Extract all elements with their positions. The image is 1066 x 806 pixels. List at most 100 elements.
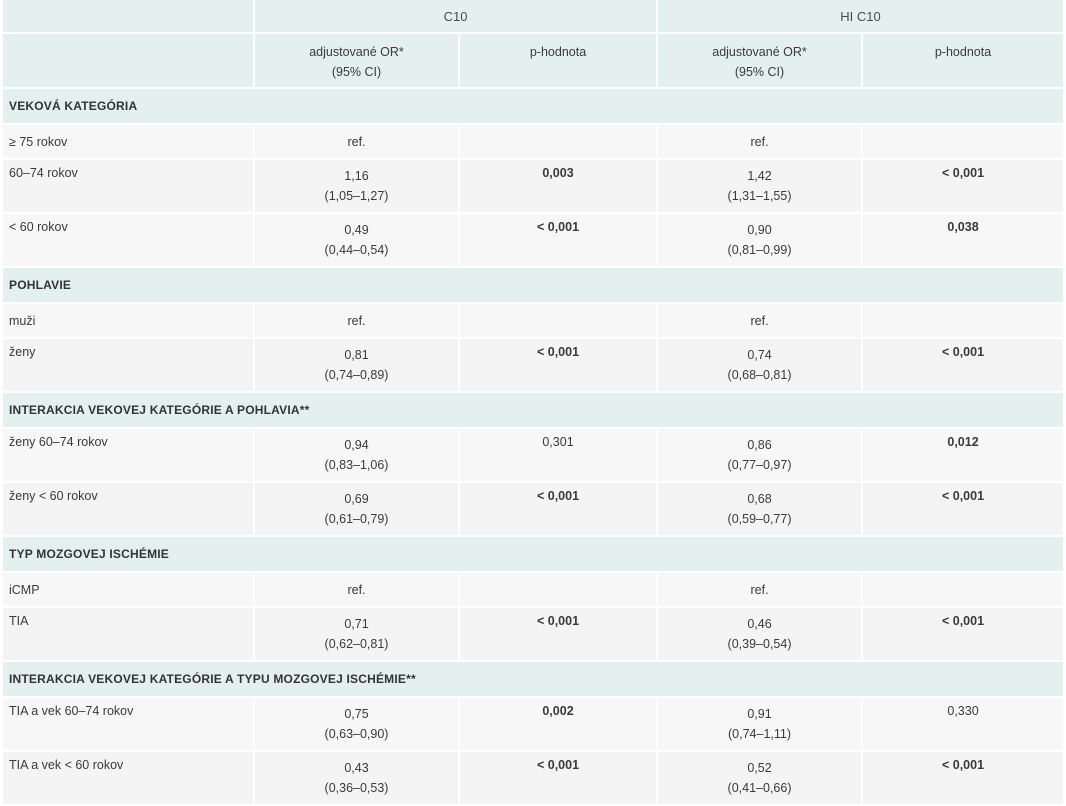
results-table: C10 HI C10 adjustované OR* (95% CI) p-ho… [3, 0, 1064, 806]
c10-or-cell: 0,43 (0,36–0,53) [255, 752, 460, 806]
confidence-interval-value: (0,59–0,77) [727, 512, 792, 526]
table-row: iCMP ref. ref. [3, 573, 1064, 608]
header-group-c10: C10 [255, 0, 659, 34]
header-hi-p: p-hodnota [863, 34, 1064, 89]
table-row: TIA a vek < 60 rokov 0,43 (0,36–0,53) < 0,0… [3, 752, 1064, 806]
row-label: ženy < 60 rokov [3, 483, 255, 537]
table-row: TIA a vek 60–74 rokov 0,75 (0,63–0,90) 0,00… [3, 698, 1064, 752]
c10-p-value: < 0,001 [460, 339, 659, 393]
row-label: ženy [3, 339, 255, 393]
odds-ratio-value: 0,94 [344, 438, 369, 452]
table-row: muži ref. ref. [3, 304, 1064, 339]
c10-p-value: < 0,001 [460, 608, 659, 662]
table-row: TIA 0,71 (0,62–0,81) < 0,001 0,46 (0,39–0,54)… [3, 608, 1064, 662]
header-row-columns: adjustované OR* (95% CI) p-hodnota adjus… [3, 34, 1064, 89]
hi-or-cell: ref. [658, 304, 864, 339]
hi-or-cell: 1,42 (1,31–1,55) [658, 160, 864, 214]
hi-or-cell: ref. [658, 573, 864, 608]
c10-or-cell: 0,94 (0,83–1,06) [255, 429, 460, 483]
hi-p-value [863, 573, 1064, 608]
odds-ratio-value: ref. [347, 582, 366, 597]
table-row: ženy < 60 rokov 0,69 (0,61–0,79) < 0,001 0,6… [3, 483, 1064, 537]
confidence-interval-value: (0,63–0,90) [324, 727, 389, 741]
confidence-interval-value: (0,62–0,81) [324, 637, 389, 651]
c10-or-cell: 0,49 (0,44–0,54) [255, 214, 460, 268]
hi-p-value: 0,038 [863, 214, 1064, 268]
hi-or-cell: ref. [658, 125, 864, 160]
table-row: 60–74 rokov 1,16 (1,05–1,27) 0,003 1,42 (1,31… [3, 160, 1064, 214]
c10-or-cell: 1,16 (1,05–1,27) [255, 160, 460, 214]
confidence-interval-value: (1,31–1,55) [727, 189, 792, 203]
c10-p-value: < 0,001 [460, 483, 659, 537]
hi-or-cell: 0,74 (0,68–0,81) [658, 339, 864, 393]
confidence-interval-value: (0,61–0,79) [324, 512, 389, 526]
section-title: POHLAVIE [3, 268, 1064, 304]
row-label: TIA [3, 608, 255, 662]
odds-ratio-value: 0,46 [747, 617, 772, 631]
hi-p-value: 0,012 [863, 429, 1064, 483]
hi-or-cell: 0,86 (0,77–0,97) [658, 429, 864, 483]
c10-or-cell: 0,81 (0,74–0,89) [255, 339, 460, 393]
confidence-interval-value: (0,36–0,53) [324, 781, 389, 795]
c10-p-value: < 0,001 [460, 214, 659, 268]
row-label: TIA a vek 60–74 rokov [3, 698, 255, 752]
hi-p-value: < 0,001 [863, 339, 1064, 393]
header-or-label: adjustované OR* [712, 45, 807, 59]
hi-p-value: < 0,001 [863, 160, 1064, 214]
row-label: iCMP [3, 573, 255, 608]
table-row: ≥ 75 rokov ref. ref. [3, 125, 1064, 160]
confidence-interval-value: (0,83–1,06) [324, 458, 389, 472]
c10-or-cell: ref. [255, 125, 460, 160]
c10-p-value [460, 304, 659, 339]
header-blank-cell [3, 34, 255, 89]
header-ci-label: (95% CI) [734, 65, 785, 79]
odds-ratio-value: 0,90 [747, 223, 772, 237]
section-header-row: VEKOVÁ KATEGÓRIA [3, 89, 1064, 125]
confidence-interval-value: (0,39–0,54) [727, 637, 792, 651]
header-c10-or: adjustované OR* (95% CI) [255, 34, 460, 89]
odds-ratio-value: 1,42 [747, 169, 772, 183]
header-c10-p: p-hodnota [460, 34, 659, 89]
section-header-row: INTERAKCIA VEKOVEJ KATEGÓRIE A POHLAVIA*… [3, 393, 1064, 429]
odds-ratio-value: 0,49 [344, 223, 369, 237]
hi-or-cell: 0,91 (0,74–1,11) [658, 698, 864, 752]
header-group-hi-c10: HI C10 [658, 0, 1064, 34]
row-label: < 60 rokov [3, 214, 255, 268]
table-row: < 60 rokov 0,49 (0,44–0,54) < 0,001 0,90 (0,8… [3, 214, 1064, 268]
odds-ratio-value: ref. [750, 313, 769, 328]
c10-p-value: 0,301 [460, 429, 659, 483]
odds-ratio-value: ref. [347, 313, 366, 328]
hi-p-value [863, 304, 1064, 339]
header-blank-cell [3, 0, 255, 34]
confidence-interval-value: (0,81–0,99) [727, 243, 792, 257]
odds-ratio-value: 0,71 [344, 617, 369, 631]
header-ci-label: (95% CI) [331, 65, 382, 79]
hi-p-value: < 0,001 [863, 752, 1064, 806]
header-or-label: adjustované OR* [309, 45, 404, 59]
odds-ratio-value: 0,74 [747, 348, 772, 362]
section-header-row: POHLAVIE [3, 268, 1064, 304]
odds-ratio-value: 0,91 [747, 707, 772, 721]
odds-ratio-value: ref. [750, 582, 769, 597]
confidence-interval-value: (0,74–0,89) [324, 368, 389, 382]
c10-or-cell: 0,71 (0,62–0,81) [255, 608, 460, 662]
header-hi-or: adjustované OR* (95% CI) [658, 34, 864, 89]
odds-ratio-value: ref. [750, 134, 769, 149]
c10-or-cell: ref. [255, 304, 460, 339]
section-header-row: TYP MOZGOVEJ ISCHÉMIE [3, 537, 1064, 573]
odds-ratio-value: ref. [347, 134, 366, 149]
odds-ratio-value: 0,52 [747, 761, 772, 775]
c10-or-cell: ref. [255, 573, 460, 608]
confidence-interval-value: (0,77–0,97) [727, 458, 792, 472]
table-row: ženy 0,81 (0,74–0,89) < 0,001 0,74 (0,68–0,81… [3, 339, 1064, 393]
confidence-interval-value: (0,68–0,81) [727, 368, 792, 382]
odds-ratio-value: 0,69 [344, 492, 369, 506]
c10-p-value: 0,003 [460, 160, 659, 214]
header-row-groups: C10 HI C10 [3, 0, 1064, 34]
odds-ratio-value: 0,86 [747, 438, 772, 452]
row-label: ženy 60–74 rokov [3, 429, 255, 483]
odds-ratio-value: 0,81 [344, 348, 369, 362]
odds-ratio-value: 1,16 [344, 169, 369, 183]
c10-or-cell: 0,75 (0,63–0,90) [255, 698, 460, 752]
odds-ratio-value: 0,43 [344, 761, 369, 775]
